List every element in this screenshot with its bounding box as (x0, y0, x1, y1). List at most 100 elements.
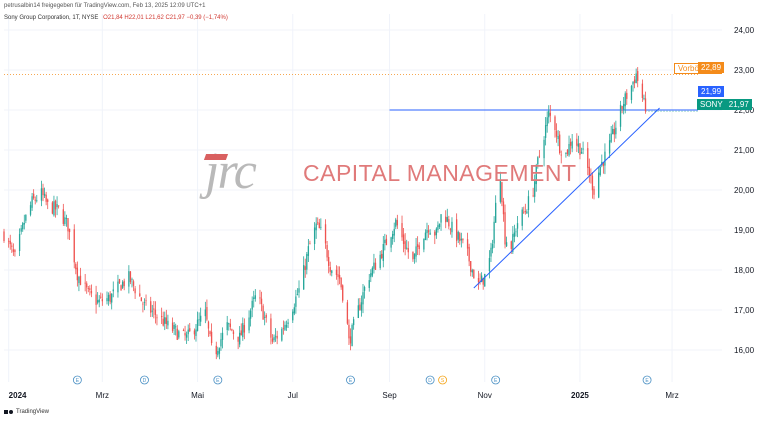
candle-body (466, 239, 469, 249)
price-tick-label: 20,00 (734, 186, 755, 195)
candle-body (282, 328, 285, 330)
price-tick-label: 16,00 (734, 346, 755, 355)
candle-body (243, 325, 246, 333)
candle-body (396, 220, 399, 226)
candle-body (604, 151, 606, 166)
candle-body (549, 112, 551, 116)
candle-body (98, 299, 100, 303)
candle-body (62, 209, 64, 224)
time-axis: 2024 Mrz Mai Jul Sep Nov 2025 Mrz (9, 391, 679, 400)
candle-body (610, 133, 612, 142)
candle-body (501, 182, 503, 203)
candle-body (128, 271, 130, 287)
candle-body (633, 79, 636, 83)
candle-body (167, 320, 169, 326)
candle-body (209, 331, 211, 335)
candle-body (118, 279, 121, 283)
candle-body (374, 262, 377, 270)
candle-body (221, 332, 224, 340)
candle-body (505, 242, 508, 247)
candle-body (45, 194, 47, 202)
candle-body (318, 222, 320, 229)
candle-body (407, 248, 409, 253)
candle-body (357, 305, 359, 318)
candle-body (435, 228, 438, 236)
candle-body (360, 302, 363, 311)
price-tick-label: 21,00 (734, 146, 755, 155)
candle-body (445, 216, 447, 223)
candle-body (76, 267, 79, 281)
event-marker-earnings (72, 375, 82, 385)
candle-body (423, 238, 425, 250)
candle-body (326, 244, 328, 258)
candle-body (309, 243, 311, 245)
reference-lines (4, 74, 698, 112)
candle-body (195, 329, 197, 337)
candle-body (448, 219, 450, 227)
candle-body (338, 274, 341, 279)
event-marker-label: E (216, 378, 220, 384)
candle-body (471, 270, 473, 273)
candle-body (313, 227, 316, 244)
candle-body (434, 231, 436, 236)
candle-body (351, 324, 353, 347)
event-marker-earnings (213, 375, 223, 385)
candle-body (544, 125, 547, 138)
candle-body (240, 330, 242, 336)
candle-body (285, 324, 288, 328)
candle-body (20, 228, 22, 232)
candle-body (210, 331, 213, 344)
ohlc-values: O21,84 H22,01 L21,62 C21,97 −0,39 (−1,74… (103, 15, 228, 21)
candle-body (198, 319, 200, 321)
candle-body (502, 201, 505, 215)
candle-body (139, 293, 141, 297)
candle-body (568, 144, 570, 156)
candle-body (131, 279, 133, 280)
candle-body (189, 328, 191, 332)
candle-body (362, 292, 364, 305)
candle-body (237, 336, 239, 342)
candle-body (315, 223, 317, 231)
candle-body (176, 328, 178, 340)
candle-body (565, 152, 567, 154)
event-marker-label: D (428, 378, 432, 384)
candle-body (298, 288, 300, 293)
candle-body (484, 273, 486, 287)
candle-body (424, 232, 427, 241)
candle-body (251, 300, 253, 310)
candle-body (87, 288, 89, 289)
candle-body (460, 238, 462, 241)
candle-body (418, 245, 420, 250)
candle-body (228, 323, 230, 325)
candle-body (440, 214, 442, 223)
tradingview-logo-icon (4, 409, 13, 415)
candle-body (162, 318, 164, 326)
candle-body (415, 246, 417, 257)
candle-body (123, 280, 125, 287)
candle-body (582, 148, 584, 150)
price-tick-label: 22,00 (734, 106, 755, 115)
candle-body (580, 152, 583, 154)
candle-body (160, 316, 163, 318)
candle-body (516, 223, 519, 229)
candle-body (184, 333, 186, 336)
candle-body (363, 287, 366, 291)
candle-body (193, 330, 196, 335)
candle-body (437, 225, 439, 230)
candle-body (381, 253, 383, 259)
candle-body (402, 234, 405, 244)
line-price-badge: 21,99 (698, 86, 724, 97)
candle-body (64, 217, 66, 224)
candle-body (53, 201, 55, 216)
candle-body (359, 304, 361, 311)
time-tick-label: Mrz (665, 391, 678, 400)
time-tick-label: Mai (191, 391, 204, 400)
candle-body (67, 218, 69, 232)
candle-body (265, 315, 267, 318)
candle-body (132, 281, 135, 286)
candle-body (416, 244, 419, 247)
candle-body (537, 157, 539, 165)
candle-body (182, 330, 185, 331)
candle-body (546, 117, 548, 127)
